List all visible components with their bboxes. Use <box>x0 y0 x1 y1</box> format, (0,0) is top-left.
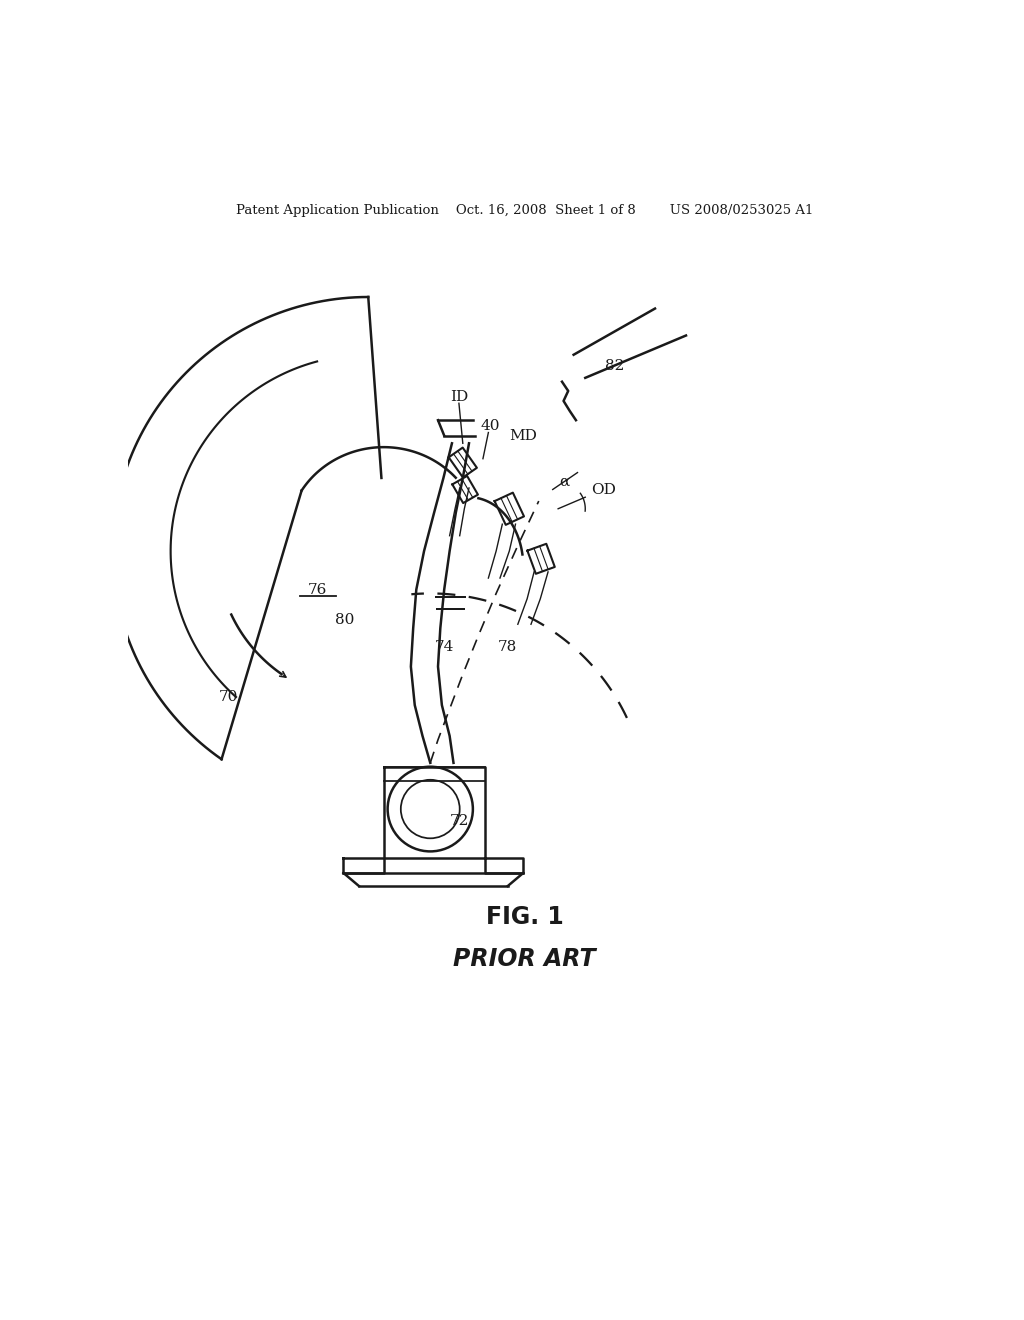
Text: 74: 74 <box>434 640 454 653</box>
Text: 78: 78 <box>498 640 517 653</box>
Text: MD: MD <box>509 429 538 442</box>
Text: α: α <box>559 475 569 488</box>
Text: FIG. 1: FIG. 1 <box>486 904 563 929</box>
Text: PRIOR ART: PRIOR ART <box>454 948 596 972</box>
Text: 40: 40 <box>481 420 501 433</box>
Text: 72: 72 <box>450 813 469 828</box>
Text: 76: 76 <box>308 582 328 597</box>
Text: ID: ID <box>450 391 468 404</box>
Text: 80: 80 <box>335 614 354 627</box>
Text: 70: 70 <box>219 690 239 705</box>
Text: Patent Application Publication    Oct. 16, 2008  Sheet 1 of 8        US 2008/025: Patent Application Publication Oct. 16, … <box>237 205 813 218</box>
Text: 82: 82 <box>605 359 625 374</box>
Text: OD: OD <box>592 483 616 496</box>
